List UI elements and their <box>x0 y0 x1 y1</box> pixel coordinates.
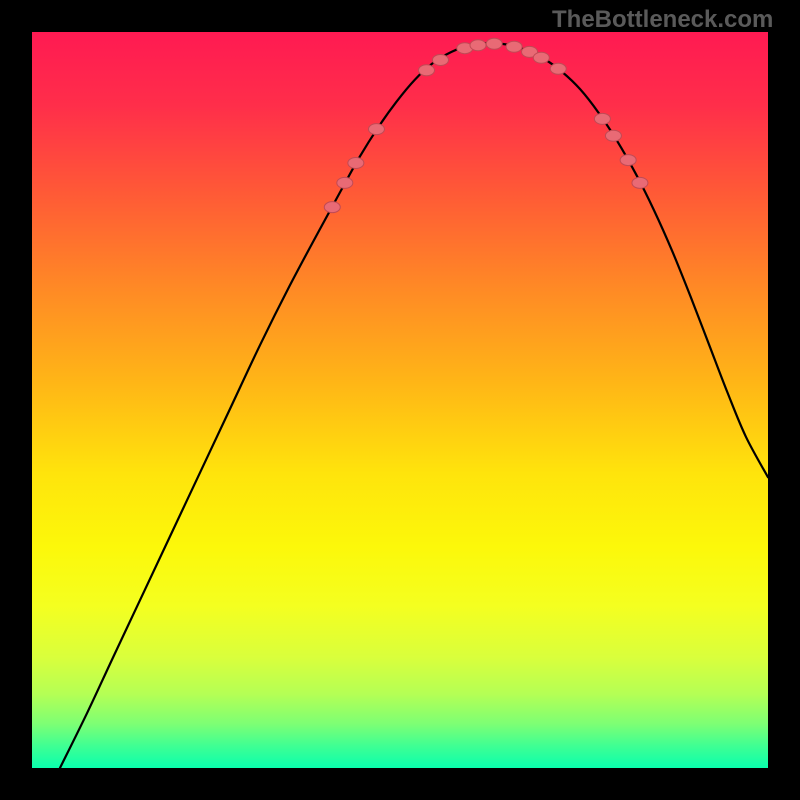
data-marker <box>432 54 448 65</box>
data-marker <box>324 202 340 213</box>
data-marker <box>605 130 621 141</box>
chart-container: TheBottleneck.com <box>0 0 800 800</box>
data-marker <box>632 177 648 188</box>
data-marker <box>470 40 486 51</box>
data-marker <box>506 41 522 52</box>
data-marker <box>486 38 502 49</box>
plot-area <box>32 32 768 768</box>
data-marker <box>550 63 566 74</box>
gradient-background <box>32 32 768 768</box>
data-marker <box>594 113 610 124</box>
data-marker <box>348 158 364 169</box>
data-marker <box>337 177 353 188</box>
data-marker <box>418 65 434 76</box>
data-marker <box>533 52 549 63</box>
watermark-text: TheBottleneck.com <box>552 6 773 34</box>
chart-svg <box>32 32 768 768</box>
data-marker <box>620 155 636 166</box>
data-marker <box>368 124 384 135</box>
